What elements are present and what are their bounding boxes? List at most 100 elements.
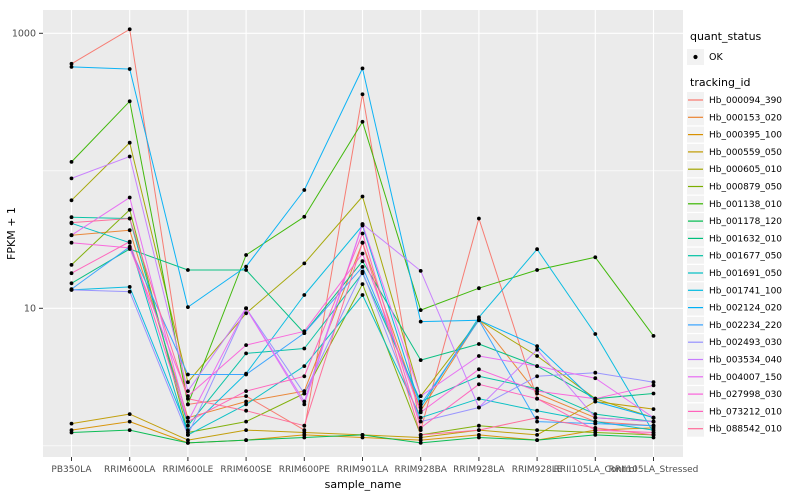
data-point	[418, 402, 423, 407]
data-point	[418, 319, 423, 324]
legend-item-label: Hb_001178_120	[709, 217, 782, 227]
data-point	[186, 428, 190, 432]
data-point	[535, 374, 539, 379]
data-point	[302, 293, 307, 297]
data-point	[477, 367, 481, 372]
data-point	[651, 380, 656, 385]
data-point	[593, 415, 598, 420]
legend-item-label: Hb_000605_010	[709, 165, 782, 175]
data-point	[418, 415, 423, 420]
legend-ok-label: OK	[709, 52, 723, 63]
legend-item-Hb_001178_120: Hb_001178_120	[687, 213, 782, 230]
data-point	[69, 421, 74, 426]
data-point	[69, 198, 74, 203]
legend-tracking-id-title: tracking_id	[690, 76, 751, 89]
data-point	[302, 430, 307, 435]
data-point	[535, 415, 539, 420]
legend-item-Hb_001138_010: Hb_001138_010	[687, 195, 782, 212]
data-point	[593, 399, 598, 404]
data-point	[127, 246, 132, 250]
data-point	[69, 160, 74, 164]
data-point	[535, 268, 539, 272]
legend-item-Hb_001677_050: Hb_001677_050	[687, 247, 782, 264]
x-tick-label: RRIM901LA	[337, 465, 389, 475]
data-point	[418, 419, 423, 424]
x-tick-label: RRIM600SE	[220, 465, 272, 475]
data-point	[477, 405, 481, 410]
data-point	[535, 433, 539, 437]
legend-item-Hb_001632_010: Hb_001632_010	[687, 230, 782, 247]
data-point	[360, 259, 365, 264]
data-point	[651, 433, 656, 437]
data-point	[244, 394, 249, 398]
data-point	[127, 289, 132, 294]
data-point	[302, 261, 307, 266]
data-point	[69, 61, 74, 66]
data-point	[69, 271, 74, 276]
data-point	[535, 428, 539, 432]
y-tick-label: 1000	[12, 28, 36, 39]
data-point	[535, 438, 539, 442]
data-point	[69, 65, 74, 69]
data-point	[69, 288, 74, 292]
legend-item-Hb_001741_100: Hb_001741_100	[687, 282, 782, 299]
legend-item-Hb_000094_390: Hb_000094_390	[687, 92, 782, 108]
data-point	[418, 441, 423, 445]
data-point	[535, 364, 539, 368]
data-point	[127, 412, 132, 416]
data-point	[69, 215, 74, 220]
data-point	[302, 329, 307, 334]
data-point	[244, 438, 249, 442]
data-point	[418, 410, 423, 415]
data-point	[477, 286, 481, 291]
data-point	[477, 342, 481, 346]
data-point	[69, 430, 74, 435]
data-point	[535, 344, 539, 349]
y-tick-label: 10	[24, 303, 36, 314]
data-point	[302, 346, 307, 351]
data-point	[418, 358, 423, 362]
data-point	[593, 255, 598, 260]
data-point	[360, 231, 365, 236]
y-axis-title: FPKM + 1	[5, 207, 18, 260]
data-point	[69, 281, 74, 286]
data-point	[244, 408, 249, 413]
data-point	[593, 426, 598, 430]
data-point	[477, 423, 481, 428]
data-point	[535, 389, 539, 393]
data-point	[360, 435, 365, 440]
data-point	[127, 228, 132, 233]
data-point	[593, 412, 598, 416]
legend-item-label: Hb_000559_050	[709, 148, 782, 158]
data-point	[477, 433, 481, 437]
data-point	[360, 293, 365, 297]
data-point	[127, 154, 132, 159]
legend-item-Hb_000879_050: Hb_000879_050	[687, 178, 782, 195]
data-point	[186, 389, 190, 393]
data-point	[477, 318, 481, 323]
legend-item-Hb_002493_030: Hb_002493_030	[687, 334, 782, 351]
data-point	[302, 399, 307, 404]
data-point	[360, 240, 365, 245]
legend-item-label: Hb_000879_050	[709, 183, 782, 193]
data-point	[69, 263, 74, 267]
data-point	[127, 419, 132, 424]
data-point	[360, 251, 365, 256]
legend-item-label: Hb_001632_010	[709, 234, 782, 244]
data-point	[127, 239, 132, 244]
data-point	[477, 374, 481, 379]
data-point	[186, 433, 190, 437]
data-point	[69, 176, 74, 181]
data-point	[593, 370, 598, 375]
data-point	[244, 399, 249, 404]
data-point	[360, 222, 365, 227]
x-axis-title: sample_name	[325, 478, 402, 491]
legend-item-label: Hb_073212_010	[709, 407, 782, 417]
legend-item-label: Hb_002493_030	[709, 338, 782, 348]
data-point	[127, 207, 132, 212]
data-point	[593, 332, 598, 336]
data-point	[360, 194, 365, 199]
legend-item-label: Hb_001691_050	[709, 269, 782, 279]
data-point	[651, 423, 656, 428]
